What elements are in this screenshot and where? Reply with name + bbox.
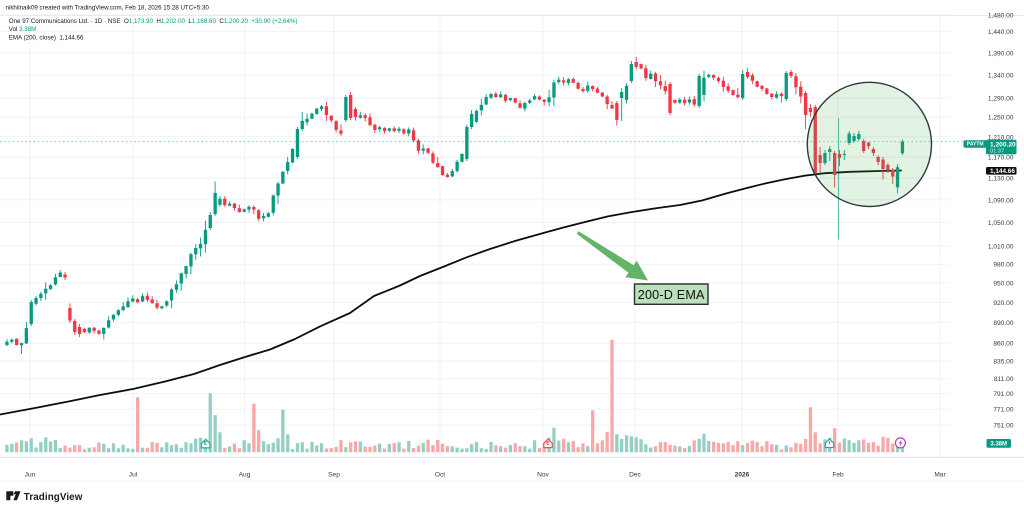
svg-text:980.00: 980.00 — [993, 262, 1014, 269]
svg-text:950.00: 950.00 — [993, 281, 1014, 288]
svg-text:791.00: 791.00 — [993, 391, 1014, 398]
svg-text:Aug: Aug — [239, 472, 251, 479]
svg-text:Oct: Oct — [435, 472, 445, 479]
svg-text:1,440.00: 1,440.00 — [988, 29, 1014, 36]
svg-text:nikhilnaik09 created with Trad: nikhilnaik09 created with TradingView.co… — [6, 5, 210, 12]
svg-text:Sep: Sep — [328, 472, 340, 479]
svg-text:2026: 2026 — [735, 472, 750, 479]
svg-text:1,340.00: 1,340.00 — [988, 73, 1014, 80]
svg-text:771.00: 771.00 — [993, 407, 1014, 414]
svg-text:1,200.20: 1,200.20 — [990, 141, 1016, 148]
svg-text:1,050.00: 1,050.00 — [988, 220, 1014, 227]
svg-text:3.38M: 3.38M — [990, 441, 1007, 447]
svg-text:751.00: 751.00 — [993, 423, 1014, 430]
svg-text:835.00: 835.00 — [993, 359, 1014, 366]
svg-text:860.00: 860.00 — [993, 341, 1014, 348]
svg-text:Vol 3.38M: Vol 3.38M — [9, 26, 37, 33]
svg-text:Jul: Jul — [129, 472, 138, 479]
svg-text:920.00: 920.00 — [993, 300, 1014, 307]
svg-text:One 97 Communications Ltd. · 1: One 97 Communications Ltd. · 1D · NSE O1… — [9, 18, 298, 25]
svg-text:1,010.00: 1,010.00 — [988, 244, 1014, 251]
svg-text:Nov: Nov — [537, 472, 549, 479]
svg-text:1,480.00: 1,480.00 — [988, 13, 1014, 20]
svg-text:811.00: 811.00 — [994, 376, 1014, 383]
svg-text:890.00: 890.00 — [993, 320, 1014, 327]
svg-text:1,170.00: 1,170.00 — [988, 155, 1014, 162]
svg-text:1,290.00: 1,290.00 — [988, 96, 1014, 103]
svg-text:TradingView: TradingView — [24, 492, 83, 503]
svg-text:200-D EMA: 200-D EMA — [638, 288, 705, 302]
svg-text:Mar: Mar — [934, 472, 946, 479]
svg-text:1,090.00: 1,090.00 — [988, 197, 1014, 204]
svg-text:1,144.66: 1,144.66 — [990, 168, 1015, 175]
svg-text:EMA (200, close) 1,144.66: EMA (200, close) 1,144.66 — [9, 35, 84, 42]
svg-text:Dec: Dec — [629, 472, 641, 479]
svg-text:Jun: Jun — [25, 472, 36, 479]
svg-text:Feb: Feb — [832, 472, 844, 479]
svg-text:PAYTM: PAYTM — [967, 142, 984, 148]
svg-text:01:37: 01:37 — [990, 149, 1004, 155]
svg-text:1,390.00: 1,390.00 — [988, 50, 1014, 57]
svg-text:1,210.00: 1,210.00 — [988, 134, 1014, 141]
svg-text:1,250.00: 1,250.00 — [988, 115, 1014, 122]
svg-text:1,130.00: 1,130.00 — [988, 176, 1014, 183]
